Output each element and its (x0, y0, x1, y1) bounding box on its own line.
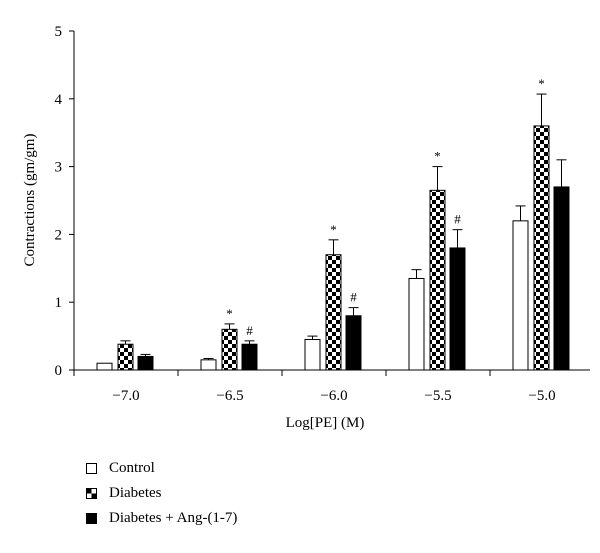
bar-open (408, 277, 425, 371)
legend-label-control: Control (109, 460, 155, 476)
legend-label-diabetes-ang: Diabetes + Ang-(1-7) (109, 510, 238, 526)
significance-hash: # (454, 212, 461, 227)
bar-chart: 0 1 2 3 4 5 −7.0 −6.5 −6.0 −5.5 −5.0 * * * * # # # Cont… (22, 24, 590, 431)
legend-label-diabetes: Diabetes (109, 485, 162, 501)
bar-checker (117, 343, 134, 371)
bar-solid (241, 343, 258, 371)
x-tick-label: −6.5 (216, 388, 243, 404)
significance-asterisk: * (434, 149, 441, 164)
bar-solid (449, 247, 466, 371)
bar-checker (429, 189, 446, 371)
bar-checker (221, 328, 238, 371)
bar-solid (137, 355, 154, 371)
y-axis-title: Contractions (gm/gm) (22, 134, 38, 267)
y-axis-ticks: 0 1 2 3 4 5 (55, 24, 74, 379)
y-tick-label: 3 (55, 160, 63, 176)
legend-item-diabetes-ang: Diabetes + Ang-(1-7) (86, 506, 237, 531)
significance-asterisk: * (226, 306, 233, 321)
x-axis-ticks: −7.0 −6.5 −6.0 −5.5 −5.0 (73, 370, 556, 404)
x-tick-label: −5.5 (424, 388, 451, 404)
y-tick-label: 5 (55, 24, 63, 40)
legend: Control Diabetes Diabetes + Ang-(1-7) (86, 456, 237, 531)
significance-hash: # (246, 323, 253, 338)
significance-asterisk: * (330, 222, 337, 237)
bar-open (304, 338, 321, 371)
x-tick-label: −7.0 (112, 388, 139, 404)
y-tick-label: 2 (55, 227, 63, 243)
legend-swatch-solid (86, 513, 97, 524)
bar-checker (533, 125, 550, 371)
legend-item-diabetes: Diabetes (86, 481, 237, 506)
legend-item-control: Control (86, 456, 237, 481)
y-tick-label: 4 (55, 92, 63, 108)
bar-solid (345, 315, 362, 371)
bar-solid (553, 186, 570, 371)
x-tick-label: −5.0 (528, 388, 555, 404)
legend-swatch-checker (86, 488, 97, 499)
legend-swatch-open (86, 463, 97, 474)
significance-hash: # (350, 290, 357, 305)
bar-open (200, 359, 217, 371)
x-tick-label: −6.0 (320, 388, 347, 404)
y-tick-label: 1 (55, 295, 63, 311)
bar-checker (325, 254, 342, 371)
significance-asterisk: * (538, 76, 545, 91)
x-axis-title: Log[PE] (M) (286, 415, 365, 431)
y-tick-label: 0 (55, 363, 63, 379)
bars-group: * * * * # # # (96, 76, 570, 371)
bar-open (512, 220, 529, 371)
bar-open (96, 362, 113, 371)
